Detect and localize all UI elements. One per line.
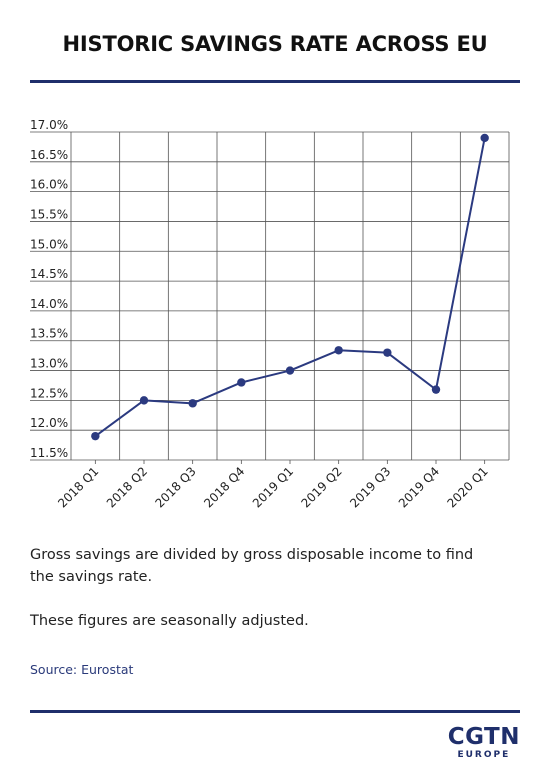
description-note: Gross savings are divided by gross dispo…	[30, 547, 474, 585]
y-tick-label: 13.5%	[30, 327, 68, 341]
source-label: Source: Eurostat	[30, 662, 134, 677]
logo-wordmark: CGTN	[447, 724, 520, 750]
y-tick-label: 14.0%	[30, 297, 68, 311]
cgtn-europe-logo: CGTN EUROPE	[448, 726, 520, 761]
series-line	[94, 137, 486, 437]
data-point	[383, 348, 392, 357]
adjustment-note: These figures are seasonally adjusted.	[30, 613, 309, 629]
line-chart: 17.0% 16.5% 16.0% 15.5% 15.0% 14.5% 14.0% 13.5%…	[30, 118, 510, 510]
y-tick-label: 12.0%	[30, 416, 68, 430]
y-tick-label: 13.0%	[30, 357, 68, 371]
x-tick-label: 2018 Q2	[104, 464, 150, 510]
x-tick-label: 2018 Q1	[55, 464, 101, 510]
data-point	[237, 378, 246, 387]
y-tick-label: 17.0%	[30, 118, 68, 132]
y-tick-label: 15.0%	[30, 237, 68, 251]
x-tick-label: 2019 Q3	[347, 464, 393, 510]
y-tick-label: 14.5%	[30, 267, 68, 281]
x-tick-label: 2020 Q1	[445, 464, 491, 510]
y-tick-label: 16.5%	[30, 148, 68, 162]
data-point	[285, 366, 295, 375]
bottom-divider	[30, 710, 520, 713]
x-tick-label: 2019 Q4	[396, 464, 442, 510]
data-point	[431, 385, 441, 394]
y-tick-label: 12.5%	[30, 386, 68, 400]
data-point	[188, 399, 197, 408]
data-point	[480, 133, 489, 143]
x-tick-label: 2019 Q1	[250, 464, 296, 510]
data-point	[91, 431, 100, 441]
x-tick-label: 2018 Q4	[201, 464, 247, 510]
top-divider	[30, 80, 520, 83]
y-tick-label: 16.0%	[30, 178, 68, 192]
chart-title: HISTORIC SAVINGS RATE ACROSS EU	[62, 32, 488, 56]
y-tick-label: 11.5%	[30, 446, 68, 460]
y-tick-label: 15.5%	[30, 207, 68, 221]
x-tick-label: 2019 Q2	[299, 464, 345, 510]
logo-subtext: EUROPE	[457, 750, 511, 760]
x-tick-label: 2018 Q3	[153, 464, 199, 510]
data-point	[334, 346, 343, 355]
data-point	[139, 396, 149, 405]
